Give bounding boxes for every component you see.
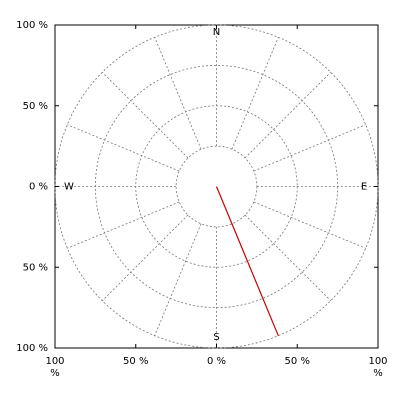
spoke <box>67 201 180 249</box>
spoke <box>154 223 202 336</box>
spoke <box>244 72 331 159</box>
x-tick-label: 50 % <box>123 356 149 367</box>
x-tick-label: 0 % <box>206 356 227 367</box>
x-tick-label: 100 % <box>368 356 388 379</box>
y-tick-label: 0 % <box>29 182 48 193</box>
direction-label: S <box>213 332 219 343</box>
spoke <box>102 72 189 159</box>
spoke <box>154 37 202 150</box>
y-tick-label: 50 % <box>23 262 48 273</box>
y-tick-label: 50 % <box>23 101 48 112</box>
spoke <box>253 201 366 249</box>
direction-label: N <box>213 27 220 38</box>
y-tick-label: 100 % <box>16 343 48 354</box>
vector <box>215 186 279 336</box>
spoke <box>67 124 180 172</box>
direction-label: E <box>361 182 367 193</box>
spoke <box>244 214 331 301</box>
y-tick-label: 100 % <box>16 20 48 31</box>
spoke <box>102 214 189 301</box>
spoke <box>253 124 366 172</box>
direction-label: W <box>64 182 74 193</box>
x-tick-label: 50 % <box>284 356 310 367</box>
spoke <box>231 37 279 150</box>
x-tick-label: 100 % <box>45 356 65 379</box>
